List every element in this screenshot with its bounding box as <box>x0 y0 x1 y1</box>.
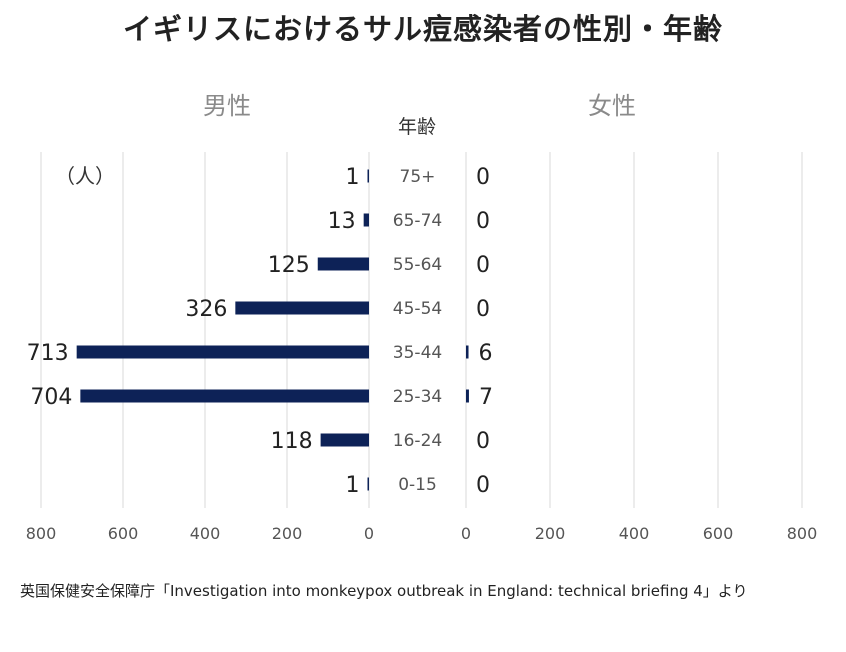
age-category-label: 65-74 <box>393 211 442 231</box>
female-tick-label: 200 <box>535 524 566 543</box>
male-tick-label: 600 <box>108 524 139 543</box>
male-value-label: 713 <box>27 341 69 366</box>
age-category-label: 25-34 <box>393 387 442 407</box>
male-value-label: 13 <box>328 209 356 234</box>
male-value-label: 704 <box>30 385 72 410</box>
female-value-label: 0 <box>476 253 490 278</box>
age-category-label: 16-24 <box>393 431 442 451</box>
source-note: 英国保健安全保障庁「Investigation into monkeypox o… <box>20 582 748 600</box>
female-panel-label: 女性 <box>588 92 636 120</box>
age-category-label: 75+ <box>400 167 436 187</box>
male-panel-label: 男性 <box>203 92 251 120</box>
male-value-label: 125 <box>268 253 310 278</box>
age-column-header: 年齢 <box>398 116 437 138</box>
male-tick-label: 800 <box>26 524 57 543</box>
female-value-label: 0 <box>476 209 490 234</box>
male-bar <box>367 169 369 183</box>
female-value-label: 0 <box>476 297 490 322</box>
male-bar <box>367 477 369 491</box>
female-tick-label: 0 <box>461 524 471 543</box>
female-value-label: 0 <box>476 473 490 498</box>
female-value-label: 6 <box>479 341 493 366</box>
male-bar <box>76 345 370 359</box>
female-tick-label: 600 <box>703 524 734 543</box>
female-value-label: 7 <box>479 385 493 410</box>
male-value-label: 1 <box>346 473 360 498</box>
age-category-label: 55-64 <box>393 255 442 275</box>
female-tick-label: 800 <box>787 524 818 543</box>
male-bar <box>317 257 369 271</box>
male-bar <box>363 213 369 227</box>
male-value-label: 118 <box>271 429 313 454</box>
male-value-label: 326 <box>185 297 227 322</box>
chart-title: イギリスにおけるサル痘感染者の性別・年齢 <box>122 12 723 46</box>
male-bar <box>235 301 369 315</box>
age-category-label: 0-15 <box>398 475 437 495</box>
unit-label: （人） <box>55 164 115 188</box>
male-tick-label: 0 <box>364 524 374 543</box>
female-value-label: 0 <box>476 165 490 190</box>
male-tick-label: 400 <box>190 524 221 543</box>
male-value-label: 1 <box>346 165 360 190</box>
male-bar <box>320 433 369 447</box>
male-tick-label: 200 <box>272 524 303 543</box>
age-category-label: 45-54 <box>393 299 442 319</box>
female-bar <box>466 345 469 359</box>
female-bar <box>466 389 469 403</box>
female-value-label: 0 <box>476 429 490 454</box>
female-tick-label: 400 <box>619 524 650 543</box>
male-bar <box>80 389 370 403</box>
age-category-label: 35-44 <box>393 343 442 363</box>
